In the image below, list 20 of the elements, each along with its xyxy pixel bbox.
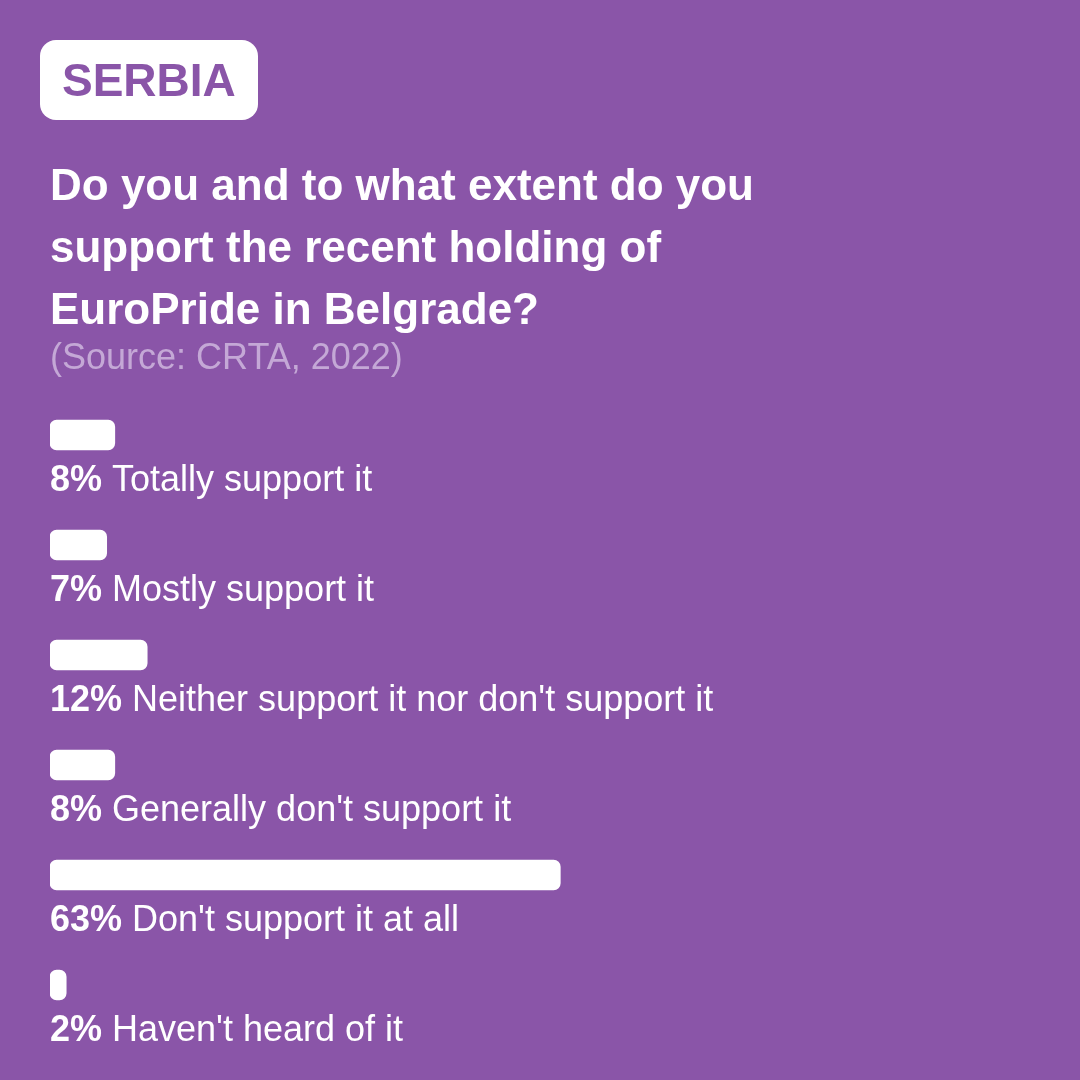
bar — [50, 639, 148, 671]
bar — [50, 529, 108, 561]
text: (Source: CRTA, 2022) — [50, 336, 403, 378]
text: SERBIA — [40, 40, 258, 120]
chart-title: Do you and to what extent do you support the recent holding of EuroPride in Belgrade? — [50, 160, 754, 333]
bar — [50, 419, 116, 451]
data-label: 12% — [50, 677, 123, 719]
y-tick-label: Don't support it at all — [132, 897, 460, 939]
data-label: 63% — [50, 897, 123, 939]
bar — [50, 859, 561, 891]
bar — [50, 749, 116, 781]
y-tick-label: Generally don't support it — [112, 787, 512, 829]
y-tick-label: Haven't heard of it — [112, 1007, 404, 1049]
y-tick-label: Neither support it nor don't support it — [132, 677, 714, 719]
data-label: 2% — [50, 1007, 103, 1049]
data-label: 8% — [50, 457, 103, 499]
y-tick-label: Totally support it — [112, 457, 373, 499]
data-label: 8% — [50, 787, 103, 829]
y-tick-label: Mostly support it — [112, 567, 375, 609]
data-label: 7% — [50, 567, 103, 609]
